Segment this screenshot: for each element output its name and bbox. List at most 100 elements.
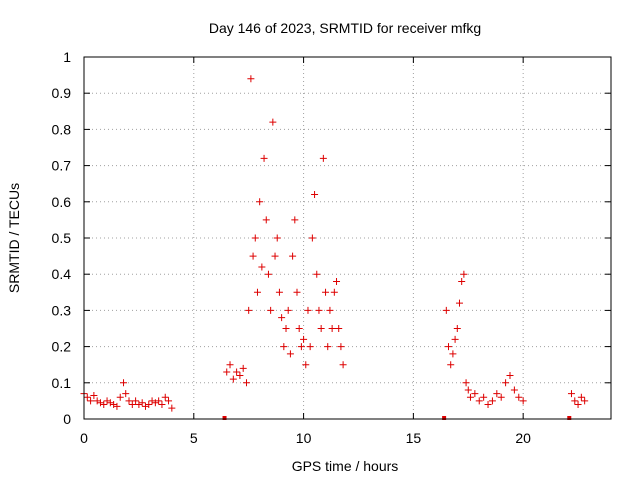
- x-tick-label: 5: [190, 430, 198, 446]
- data-point: [339, 361, 347, 369]
- data-point: [83, 393, 91, 401]
- data-point: [165, 397, 173, 405]
- data-point: [317, 325, 325, 332]
- data-point: [148, 397, 156, 405]
- data-point: [567, 390, 575, 398]
- data-point: [249, 252, 257, 260]
- data-point: [269, 118, 277, 126]
- data-point: [245, 306, 253, 314]
- x-tick-label: 10: [296, 430, 312, 446]
- data-point: [236, 372, 244, 380]
- y-tick-label: 0.2: [52, 339, 72, 355]
- data-point: [315, 306, 323, 314]
- data-point: [267, 306, 275, 314]
- x-tick-label: 20: [515, 430, 531, 446]
- y-tick-label: 1: [63, 49, 71, 65]
- data-point: [466, 393, 474, 401]
- gap-marker: [567, 416, 572, 420]
- x-tick-label: 15: [406, 430, 422, 446]
- data-point: [132, 397, 140, 405]
- data-point: [145, 401, 153, 409]
- data-point: [308, 234, 316, 242]
- data-point: [475, 397, 483, 405]
- data-point: [330, 288, 338, 296]
- y-axis-label: SRMTID / TECUs: [6, 183, 22, 293]
- data-point: [151, 399, 159, 407]
- data-point: [295, 325, 303, 332]
- data-point: [260, 154, 268, 162]
- data-point: [113, 402, 121, 410]
- data-point: [100, 401, 108, 409]
- data-point: [460, 270, 468, 278]
- data-point: [280, 343, 288, 351]
- x-tick-label: 0: [80, 430, 88, 446]
- data-point: [322, 288, 330, 296]
- data-point: [451, 335, 459, 343]
- data-point: [319, 154, 327, 162]
- data-point: [306, 343, 314, 351]
- data-point: [264, 270, 272, 278]
- data-point: [324, 343, 332, 351]
- data-point: [453, 325, 461, 332]
- data-point: [449, 350, 457, 358]
- data-point: [87, 397, 95, 405]
- data-point: [262, 216, 270, 224]
- y-tick-label: 0.4: [52, 266, 72, 282]
- data-point: [297, 343, 305, 351]
- data-point: [141, 402, 149, 410]
- data-point: [328, 325, 336, 332]
- data-point: [90, 391, 98, 399]
- data-point: [577, 393, 585, 401]
- y-tick-label: 0: [63, 411, 71, 427]
- data-point: [574, 401, 582, 409]
- data-point: [458, 277, 466, 285]
- data-point: [300, 335, 308, 343]
- gap-marker: [222, 416, 227, 420]
- data-point: [122, 390, 130, 398]
- data-point: [497, 393, 505, 401]
- data-point: [278, 314, 286, 322]
- y-tick-label: 0.1: [52, 375, 72, 391]
- data-point: [286, 350, 294, 358]
- plot-frame: [83, 56, 612, 420]
- data-point: [110, 401, 118, 409]
- data-point: [445, 343, 453, 351]
- data-point: [138, 399, 146, 407]
- data-point: [455, 299, 463, 307]
- data-point: [333, 277, 341, 285]
- y-tick-label: 0.9: [52, 85, 72, 101]
- data-point: [506, 372, 514, 380]
- data-point: [571, 397, 579, 405]
- data-point: [464, 386, 472, 394]
- data-point: [226, 361, 234, 369]
- data-point: [289, 252, 297, 260]
- data-point: [125, 397, 133, 405]
- data-point: [337, 343, 345, 351]
- data-point: [335, 325, 343, 332]
- data-point: [581, 397, 589, 405]
- data-point: [223, 368, 231, 376]
- data-point: [313, 270, 321, 278]
- data-point: [242, 379, 250, 387]
- data-point: [158, 401, 166, 409]
- y-tick-label: 0.8: [52, 121, 72, 137]
- data-point: [284, 306, 292, 314]
- data-points: [80, 75, 589, 420]
- data-point: [233, 368, 241, 376]
- y-tick-label: 0.3: [52, 302, 72, 318]
- data-point: [116, 393, 124, 401]
- chart-title: Day 146 of 2023, SRMTID for receiver mfk…: [209, 20, 481, 36]
- data-point: [161, 393, 169, 401]
- y-tick-label: 0.7: [52, 158, 72, 174]
- data-point: [155, 397, 163, 405]
- data-point: [291, 216, 299, 224]
- data-point: [93, 397, 101, 405]
- y-tick-label: 0.6: [52, 194, 72, 210]
- data-point: [462, 379, 470, 387]
- data-point: [275, 288, 283, 296]
- data-point: [253, 288, 261, 296]
- data-point: [493, 390, 501, 398]
- data-point: [484, 401, 492, 409]
